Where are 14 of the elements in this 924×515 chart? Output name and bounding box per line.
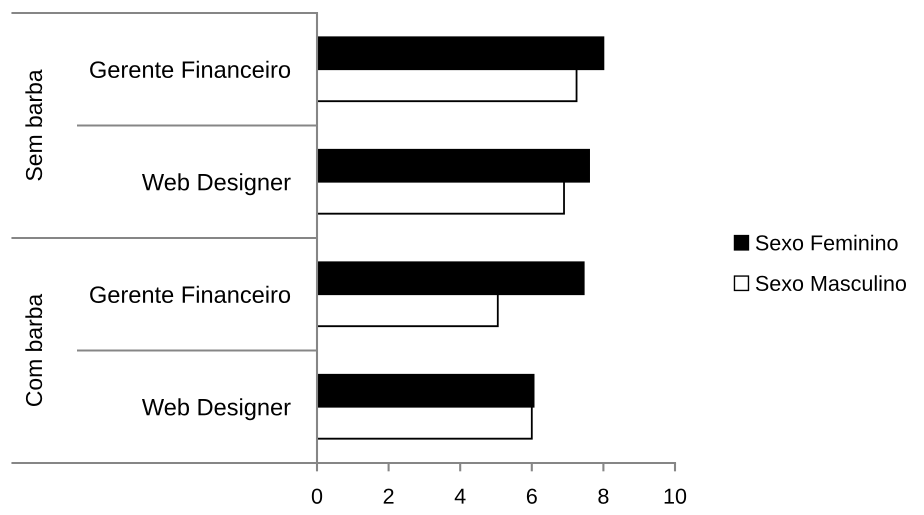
text: Sem barba: [25, 69, 42, 181]
y-tick-label: Gerente Financeiro: [90, 286, 290, 304]
y-tick-label: Gerente Financeiro: [90, 60, 290, 78]
y-tick-label: Web Designer: [142, 398, 291, 420]
x-tick-label: 6: [526, 488, 537, 504]
x-tick-label: 10: [664, 488, 686, 504]
text: Com barba: [25, 294, 42, 406]
legend-label: Sexo Masculino: [756, 275, 906, 292]
x-tick-label: 0: [312, 488, 322, 504]
legend-label: Sexo Feminino: [756, 234, 898, 251]
x-tick-label: 2: [384, 488, 394, 504]
y-tick-label: Web Designer: [142, 173, 291, 196]
x-tick-label: 8: [598, 488, 608, 504]
x-tick-label: 4: [454, 488, 466, 504]
